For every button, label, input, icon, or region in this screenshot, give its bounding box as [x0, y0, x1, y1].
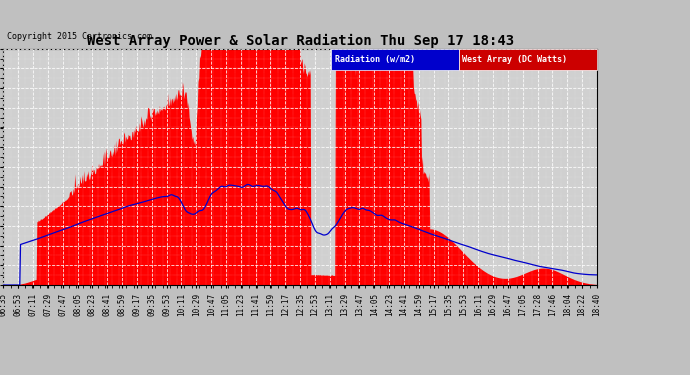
- Title: West Array Power & Solar Radiation Thu Sep 17 18:43: West Array Power & Solar Radiation Thu S…: [86, 33, 514, 48]
- Text: Radiation (w/m2): Radiation (w/m2): [335, 55, 415, 64]
- Text: Copyright 2015 Cartronics.com: Copyright 2015 Cartronics.com: [7, 32, 152, 41]
- Text: West Array (DC Watts): West Array (DC Watts): [462, 55, 567, 64]
